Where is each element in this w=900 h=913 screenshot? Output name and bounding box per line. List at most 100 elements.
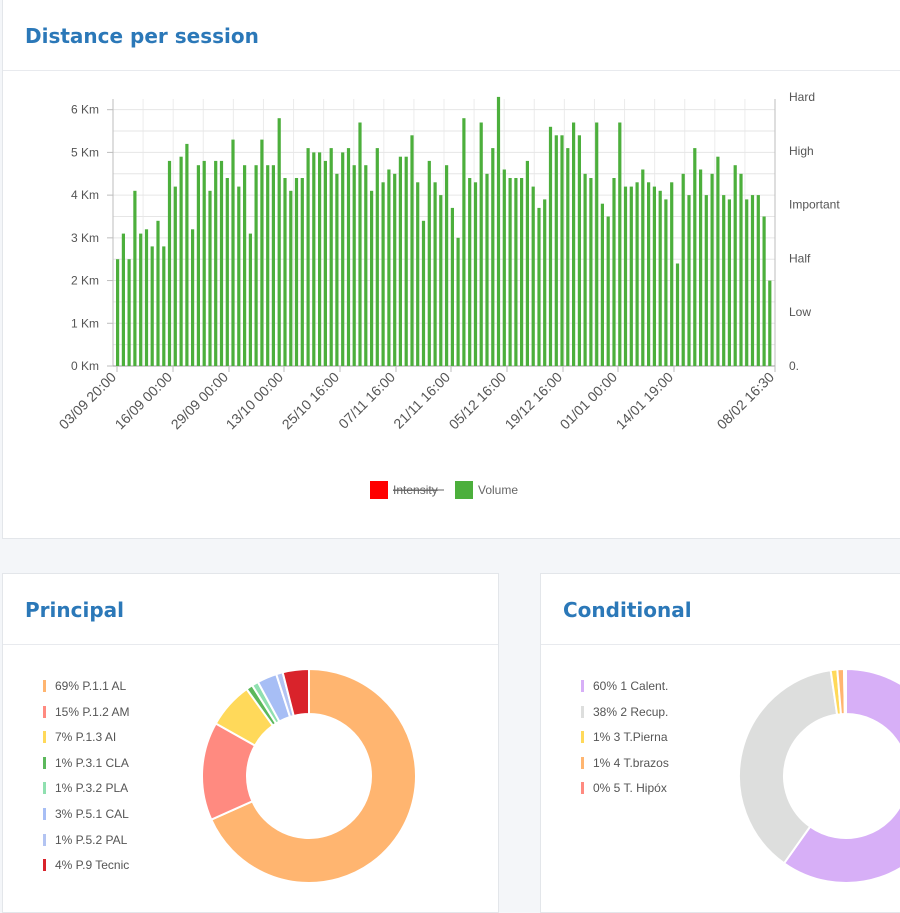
volume-bar [271, 165, 275, 366]
volume-bar [139, 233, 143, 366]
volume-bar [254, 165, 258, 366]
volume-bar [520, 178, 524, 366]
y-tick-label: 0 Km [71, 359, 99, 373]
y-tick-label: 6 Km [71, 103, 99, 117]
volume-bar [375, 148, 379, 366]
volume-bar [214, 160, 218, 366]
principal-legend-swatch [43, 833, 46, 846]
principal-legend-swatch [43, 859, 46, 872]
x-tick-label: 08/02 16:30 [714, 369, 778, 433]
y2-tick-label: Important [789, 198, 840, 212]
volume-bar [398, 156, 402, 366]
volume-bar [370, 190, 374, 366]
volume-bar [283, 178, 287, 366]
y-tick-label: 5 Km [71, 145, 99, 159]
volume-bar [548, 126, 553, 366]
legend-item-volume[interactable]: Volume [455, 481, 518, 499]
conditional-title-divider [541, 644, 900, 645]
volume-bar [525, 160, 529, 366]
volume-bar [127, 259, 131, 366]
volume-bar [739, 173, 743, 366]
y-tick-label: 1 Km [71, 316, 99, 330]
distance-card: Distance per session 0 Km 1 Km 2 Km 3 Km 4 K… [2, 0, 900, 539]
y-tick-label: 2 Km [71, 274, 99, 288]
volume-bar [566, 148, 570, 366]
volume-bar [346, 148, 351, 366]
volume-bar [300, 178, 304, 366]
volume-bar [756, 195, 760, 366]
principal-legend-swatch [43, 756, 46, 769]
donut-slice[interactable] [738, 668, 839, 865]
volume-bar [404, 156, 408, 366]
volume-bar [479, 122, 483, 366]
volume-bar [537, 207, 541, 366]
x-tick-label: 03/09 20:00 [56, 369, 120, 433]
volume-bar [699, 169, 703, 366]
volume-bar [450, 207, 454, 366]
volume-bar [439, 195, 443, 366]
volume-bar [745, 199, 749, 366]
volume-bar [670, 182, 674, 366]
donut-slice[interactable] [842, 667, 847, 716]
conditional-legend-swatch [581, 731, 584, 744]
volume-bar [704, 195, 708, 366]
legend-item-intensity[interactable]: Intensity [370, 481, 444, 499]
x-tick-label: 25/10 16:00 [279, 369, 343, 433]
volume-bar [554, 135, 558, 366]
volume-bar [635, 182, 639, 366]
volume-bar [508, 178, 512, 366]
donut-slice[interactable] [281, 667, 310, 718]
distance-title: Distance per session [25, 24, 259, 48]
volume-bar [577, 135, 581, 366]
volume-bar [675, 263, 680, 366]
volume-bar [191, 229, 195, 366]
volume-bar [260, 139, 264, 366]
x-tick-label: 14/01 19:00 [613, 369, 677, 433]
volume-bar [468, 178, 472, 366]
legend-swatch-volume [455, 481, 473, 499]
volume-bar [294, 178, 299, 366]
conditional-legend-swatch [581, 680, 584, 692]
volume-bar [116, 259, 120, 366]
y2-tick-label: Half [789, 251, 811, 265]
principal-legend-label: 1% P.3.2 PLA [55, 781, 129, 796]
volume-bar [312, 152, 316, 366]
y2-tick-label: 0. [789, 359, 799, 373]
volume-bar [641, 169, 645, 366]
volume-bar [687, 195, 691, 366]
y2-tick-label: Low [789, 305, 811, 319]
conditional-title: Conditional [563, 598, 692, 622]
volume-bar [658, 190, 662, 366]
conditional-legend-label: 38% 2 Recup. [593, 704, 669, 719]
volume-bar [693, 148, 697, 366]
conditional-legend-swatch [581, 705, 584, 718]
distance-bar-chart: 0 Km 1 Km 2 Km 3 Km 4 Km 5 Km 6 Km 0. Low Half Im… [56, 90, 840, 499]
principal-legend-label: 1% P.3.1 CLA [55, 755, 129, 770]
x-tick-label: 13/10 00:00 [223, 369, 287, 433]
volume-bar [173, 186, 177, 366]
donut-slice[interactable] [782, 667, 900, 884]
volume-bar [231, 139, 235, 366]
volume-bar [387, 169, 391, 366]
x-tick-label: 01/01 00:00 [557, 369, 621, 433]
x-tick-label: 29/09 00:00 [168, 369, 232, 433]
volume-bar [225, 178, 229, 366]
volume-bar [185, 143, 189, 366]
volume-bar [167, 160, 172, 366]
volume-bar [589, 178, 593, 366]
conditional-legend-swatch [581, 756, 584, 769]
volume-bar [647, 182, 651, 366]
conditional-legend-label: 1% 3 T.Pierna [593, 730, 668, 745]
donut-slice[interactable] [209, 667, 417, 884]
volume-bar [277, 118, 281, 366]
volume-bar [600, 203, 604, 366]
volume-bar [750, 195, 755, 366]
volume-bar [156, 220, 160, 366]
conditional-legend-swatch [581, 782, 584, 795]
volume-bar [410, 135, 414, 366]
volume-bar [618, 122, 622, 366]
principal-legend-label: 7% P.1.3 AI [55, 730, 117, 745]
volume-bar [733, 165, 737, 366]
volume-bar [722, 195, 726, 366]
volume-bar [358, 122, 362, 366]
